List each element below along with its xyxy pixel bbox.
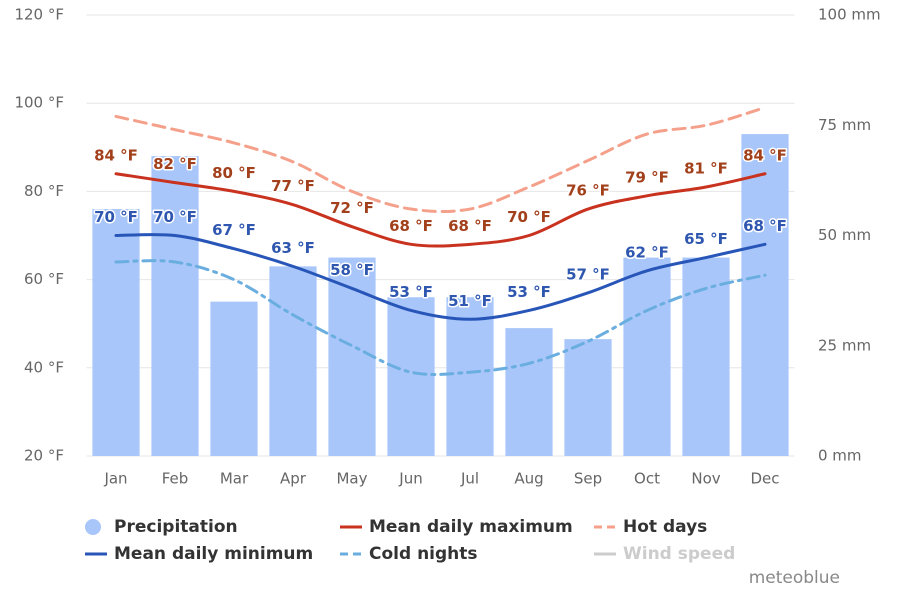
x-tick-label: Jun <box>398 470 422 488</box>
x-tick-label: Apr <box>280 470 307 488</box>
x-tick-label: Jan <box>103 470 127 488</box>
y2-tick-label: 50 mm <box>818 226 871 244</box>
data-label: 65 °F <box>684 230 728 248</box>
bar <box>269 266 317 456</box>
y-tick-label: 100 °F <box>14 94 64 112</box>
line <box>114 259 767 377</box>
y-tick-label: 120 °F <box>14 6 64 24</box>
bar <box>387 297 435 456</box>
lines <box>114 106 767 377</box>
y2-tick-label: 25 mm <box>818 336 871 354</box>
y2-tick-label: 100 mm <box>818 6 881 24</box>
bar <box>328 257 376 456</box>
bar <box>92 209 140 456</box>
data-label: 70 °F <box>507 208 551 226</box>
legend-symbol <box>85 519 101 535</box>
x-tick-label: Aug <box>514 470 543 488</box>
data-label: 57 °F <box>566 265 610 283</box>
y2-tick-label: 0 mm <box>818 447 862 465</box>
data-label: 70 °F <box>153 208 197 226</box>
x-tick-label: Mar <box>220 470 249 488</box>
data-label: 53 °F <box>389 283 433 301</box>
line <box>114 106 767 214</box>
bar <box>210 301 258 456</box>
bar <box>564 339 612 456</box>
labels: 84 °F 82 °F 80 °F 77 °F 72 °F 68 °F 68 °F 70 °F… <box>93 145 789 312</box>
data-label: 76 °F <box>566 182 610 200</box>
data-label: 70 °F <box>94 208 138 226</box>
bar <box>741 134 789 456</box>
data-label: 68 °F <box>743 217 787 235</box>
data-label: 82 °F <box>153 155 197 173</box>
y-tick-label: 40 °F <box>24 358 64 376</box>
data-label: 80 °F <box>212 164 256 182</box>
x-tick-label: May <box>336 470 367 488</box>
line <box>114 233 767 321</box>
data-label: 62 °F <box>625 243 669 261</box>
bar <box>682 257 730 456</box>
line <box>114 172 767 248</box>
credit: meteoblue <box>749 568 840 588</box>
y-tick-label: 20 °F <box>24 447 64 465</box>
data-label: 51 °F <box>448 292 492 310</box>
bars <box>92 134 789 456</box>
data-label: 63 °F <box>271 239 315 257</box>
legend-label[interactable]: Wind speed <box>623 544 735 564</box>
data-label: 77 °F <box>271 177 315 195</box>
legend-label[interactable]: Mean daily minimum <box>114 544 313 564</box>
x-tick-label: Sep <box>574 470 602 488</box>
x-tick-label: Oct <box>634 470 660 488</box>
data-label: 81 °F <box>684 159 728 177</box>
x-tick-label: Jul <box>460 470 479 488</box>
grid <box>86 14 795 457</box>
legend-label[interactable]: Hot days <box>623 517 707 537</box>
data-label: 84 °F <box>743 146 787 164</box>
data-label: 58 °F <box>330 261 374 279</box>
bar <box>505 328 553 456</box>
legend-label[interactable]: Mean daily maximum <box>369 517 573 537</box>
y-tick-label: 60 °F <box>24 270 64 288</box>
x-tick-label: Feb <box>162 470 189 488</box>
data-label: 79 °F <box>625 168 669 186</box>
data-label: 68 °F <box>389 217 433 235</box>
data-label: 67 °F <box>212 221 256 239</box>
data-label: 53 °F <box>507 283 551 301</box>
data-label: 72 °F <box>330 199 374 217</box>
legend-label[interactable]: Cold nights <box>369 544 478 564</box>
legend-label[interactable]: Precipitation <box>114 517 238 537</box>
bar <box>623 257 671 456</box>
data-label: 84 °F <box>94 146 138 164</box>
y-tick-label: 80 °F <box>24 182 64 200</box>
y2-tick-label: 75 mm <box>818 116 871 134</box>
x-tick-label: Dec <box>750 470 779 488</box>
bar <box>151 156 199 456</box>
data-label: 68 °F <box>448 217 492 235</box>
x-tick-label: Nov <box>691 470 720 488</box>
bar <box>446 297 494 456</box>
